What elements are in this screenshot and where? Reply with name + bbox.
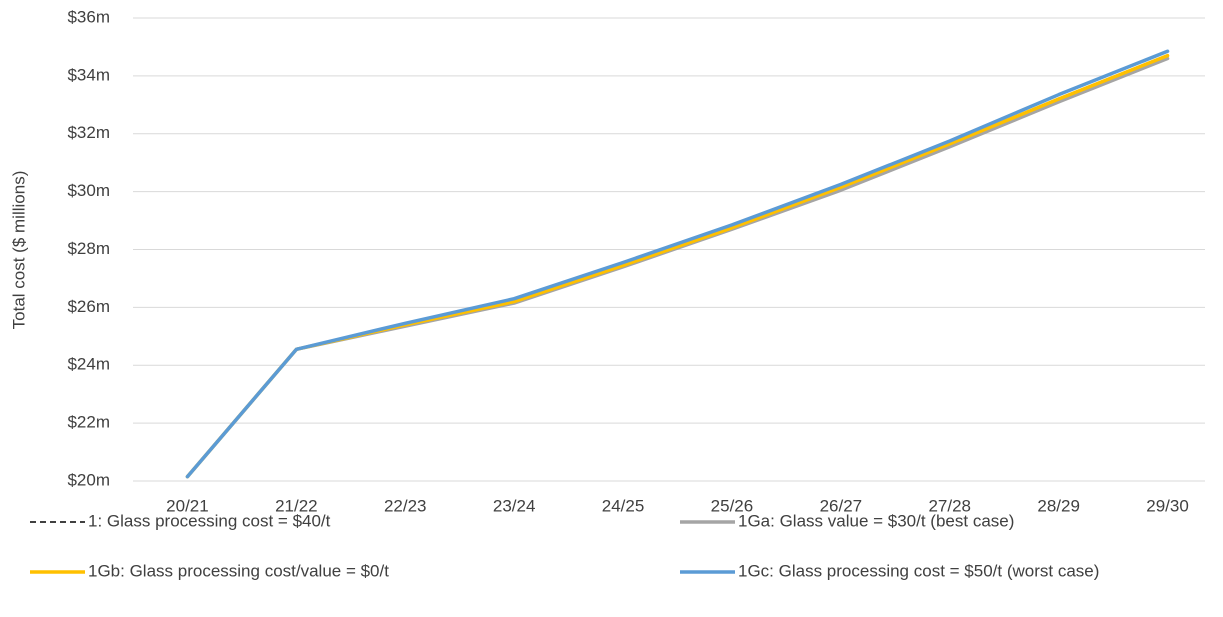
x-tick-label: 24/25 [602,496,645,515]
legend-label: 1Gb: Glass processing cost/value = $0/t [88,561,389,580]
x-tick-label: 28/29 [1037,496,1080,515]
x-tick-label: 22/23 [384,496,427,515]
x-tick-label: 29/30 [1146,496,1189,515]
y-axis-label: Total cost ($ millions) [9,171,28,330]
y-tick-label: $24m [67,355,110,374]
x-tick-label: 25/26 [711,496,754,515]
y-tick-label: $20m [67,470,110,489]
x-tick-label: 23/24 [493,496,536,515]
x-tick-label: 27/28 [928,496,971,515]
y-tick-label: $26m [67,297,110,316]
legend-label: 1Gc: Glass processing cost = $50/t (wors… [738,561,1099,580]
y-tick-label: $28m [67,239,110,258]
y-tick-label: $22m [67,413,110,432]
legend-label: 1: Glass processing cost = $40/t [88,511,331,530]
y-tick-label: $30m [67,181,110,200]
y-tick-label: $32m [67,123,110,142]
series-line [185,56,1170,479]
y-tick-label: $34m [67,65,110,84]
x-tick-label: 21/22 [275,496,318,515]
series-line [185,49,1170,479]
y-tick-label: $36m [67,7,110,26]
x-tick-label: 26/27 [820,496,863,515]
legend-label: 1Ga: Glass value = $30/t (best case) [738,511,1014,530]
x-tick-label: 20/21 [166,496,209,515]
